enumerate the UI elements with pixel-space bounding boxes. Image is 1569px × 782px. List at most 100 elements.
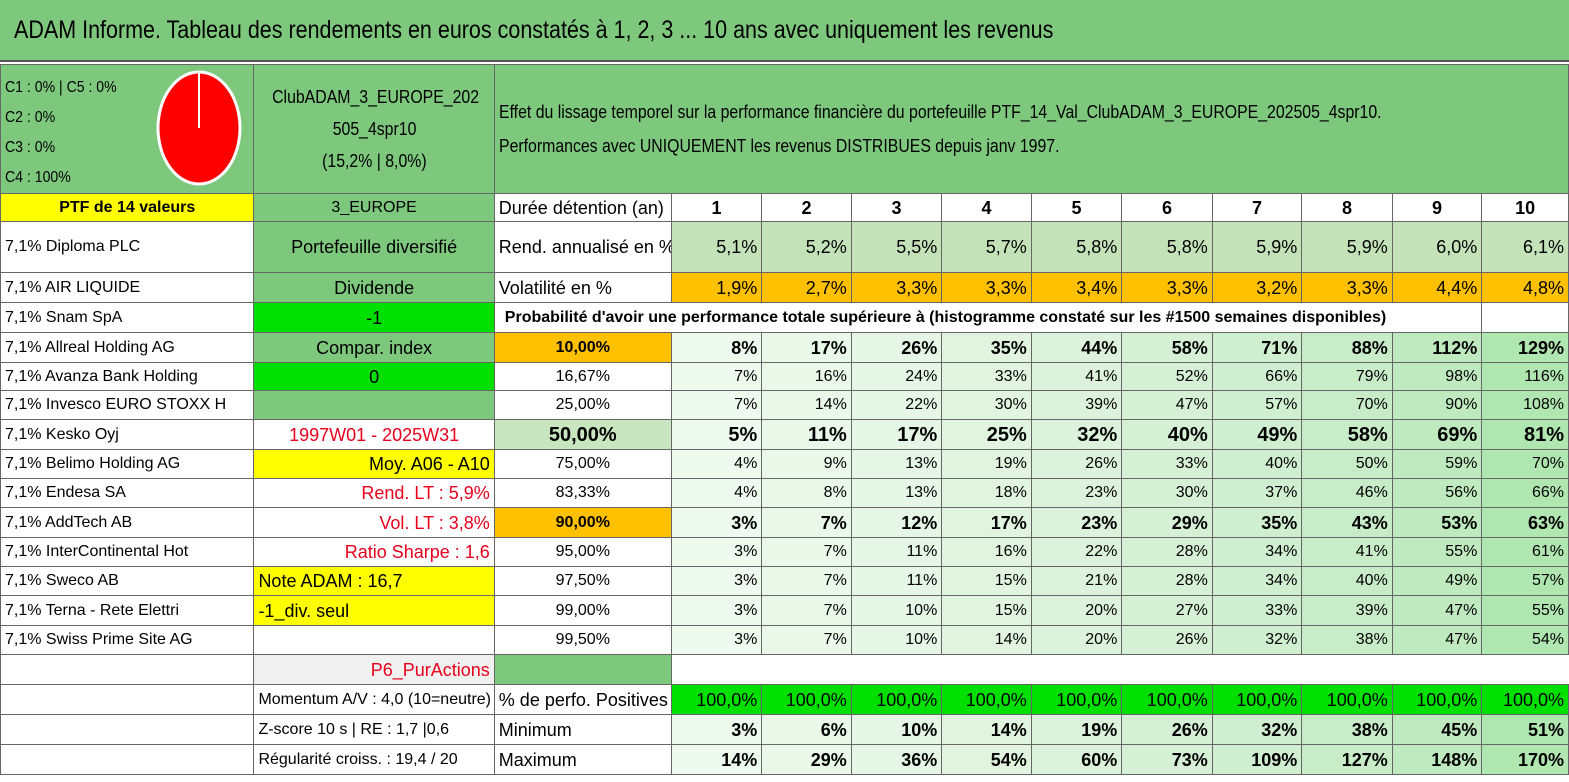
rend-value: 6,1%	[1481, 221, 1569, 273]
quantile-value: 17%	[941, 507, 1032, 538]
quantile-prob: 90,00%	[493, 507, 672, 538]
positives-value: 100,0%	[1030, 684, 1123, 715]
model-label: P6_PurActions	[253, 654, 495, 685]
quantile-value: 32%	[1211, 625, 1303, 655]
info-cell	[253, 390, 495, 420]
positives-value: 100,0%	[1301, 684, 1393, 715]
description-line1: Effet du lissage temporel sur la perform…	[498, 102, 1382, 122]
info-cell: Rend. LT : 5,9%	[253, 478, 495, 508]
class-line: C1 : 0% | C5 : 0%	[5, 79, 117, 96]
holding-name: 7,1% InterContinental Hot	[0, 537, 255, 567]
positives-value: 100,0%	[761, 684, 852, 715]
quantile-value: 40%	[1301, 566, 1393, 596]
quantile-value: 23%	[1030, 507, 1123, 538]
quantile-value: 4%	[670, 478, 763, 508]
year-header: 1	[670, 193, 763, 222]
quantile-value: 55%	[1391, 537, 1483, 567]
class-line: C2 : 0%	[5, 109, 56, 126]
quantile-prob: 16,67%	[493, 362, 672, 391]
holding-name: 7,1% AddTech AB	[0, 507, 255, 538]
year-header: 3	[850, 193, 943, 222]
model-row: P6_PurActions	[0, 654, 1569, 685]
quantile-value: 37%	[1211, 478, 1303, 508]
quantile-value: 58%	[1301, 419, 1393, 450]
quantile-value: 49%	[1211, 419, 1303, 450]
year-header: 6	[1121, 193, 1213, 222]
minimum-value: 51%	[1481, 714, 1569, 745]
header-row: C1 : 0% | C5 : 0% C2 : 0% C3 : 0% C4 : 1…	[0, 64, 1569, 194]
zscore-label: Z-score 10 s | RE : 1,7 |0,6	[253, 714, 495, 745]
quantile-prob: 83,33%	[493, 478, 672, 508]
quantile-value: 17%	[761, 332, 852, 363]
rend-value: 5,2%	[761, 221, 852, 273]
class-line: C3 : 0%	[5, 139, 56, 156]
quantile-value: 10%	[850, 595, 943, 626]
rend-value: 5,9%	[1301, 221, 1393, 273]
holding-row: 7,1% Invesco EURO STOXX H 25,00% 7% 14% 22% 3…	[0, 390, 1569, 420]
quantile-value: 53%	[1391, 507, 1483, 538]
quantile-value: 8%	[761, 478, 852, 508]
vol-value: 3,2%	[1211, 272, 1303, 303]
quantile-value: 26%	[1030, 449, 1123, 479]
quantile-value: 12%	[850, 507, 943, 538]
quantile-value: 27%	[1121, 595, 1213, 626]
maximum-value: 54%	[941, 744, 1032, 775]
quantile-value: 54%	[1481, 625, 1569, 655]
rend-label: Rend. annualisé en %	[493, 221, 672, 273]
quantile-value: 46%	[1301, 478, 1393, 508]
regularite-label: Régularité croiss. : 19,4 / 20	[253, 744, 495, 775]
vol-value: 1,9%	[670, 272, 763, 303]
quantile-value: 22%	[850, 390, 943, 420]
holding-row: 7,1% Diploma PLC Portefeuille diversifié R…	[0, 221, 1569, 273]
quantile-value: 3%	[670, 507, 763, 538]
quantile-value: 59%	[1391, 449, 1483, 479]
quantile-value: 88%	[1301, 332, 1393, 363]
info-cell: Note ADAM : 16,7	[253, 566, 495, 596]
year-header: 7	[1211, 193, 1303, 222]
minimum-value: 19%	[1030, 714, 1123, 745]
minimum-value: 6%	[761, 714, 852, 745]
quantile-value: 79%	[1301, 362, 1393, 391]
quantile-value: 40%	[1121, 419, 1213, 450]
quantile-value: 34%	[1211, 537, 1303, 567]
quantile-value: 7%	[670, 390, 763, 420]
quantile-value: 30%	[941, 390, 1032, 420]
quantile-value: 26%	[1121, 625, 1213, 655]
info-cell: Portefeuille diversifié	[253, 221, 495, 273]
info-cell: Dividende	[253, 272, 495, 303]
quantile-value: 3%	[670, 566, 763, 596]
quantile-value: 7%	[761, 625, 852, 655]
year-header: 10	[1481, 193, 1569, 222]
holding-row: 7,1% Kesko Oyj 1997W01 - 2025W31 50,00% 5% 1…	[0, 419, 1569, 450]
minimum-value: 32%	[1211, 714, 1303, 745]
minimum-label: Minimum	[493, 714, 672, 745]
vol-value: 3,4%	[1030, 272, 1123, 303]
quantile-value: 35%	[1211, 507, 1303, 538]
quantile-prob: 75,00%	[493, 449, 672, 479]
quantile-prob: 97,50%	[493, 566, 672, 596]
info-cell: Moy. A06 - A10	[253, 449, 495, 479]
quantile-value: 56%	[1391, 478, 1483, 508]
quantile-value: 28%	[1121, 537, 1213, 567]
quantile-value: 24%	[850, 362, 943, 391]
quantile-value: 61%	[1481, 537, 1569, 567]
quantile-value: 16%	[761, 362, 852, 391]
year-header: 9	[1391, 193, 1483, 222]
quantile-value: 39%	[1030, 390, 1123, 420]
quantile-value: 41%	[1301, 537, 1393, 567]
quantile-value: 108%	[1481, 390, 1569, 420]
positives-value: 100,0%	[1481, 684, 1569, 715]
quantile-value: 116%	[1481, 362, 1569, 391]
holding-row: 7,1% Belimo Holding AG Moy. A06 - A10 75,0…	[0, 449, 1569, 479]
blank-cell	[0, 714, 255, 745]
holding-name: 7,1% Avanza Bank Holding	[0, 362, 255, 391]
quantile-value: 21%	[1030, 566, 1123, 596]
maximum-value: 14%	[670, 744, 763, 775]
holding-row: 7,1% Terna - Rete Elettri -1_div. seul 99,…	[0, 595, 1569, 626]
quantile-value: 58%	[1121, 332, 1213, 363]
quantile-value: 71%	[1211, 332, 1303, 363]
positives-value: 100,0%	[1391, 684, 1483, 715]
quantile-value: 5%	[670, 419, 763, 450]
fund-name-line1: ClubADAM_3_EUROPE_202	[272, 87, 480, 107]
quantile-value: 112%	[1391, 332, 1483, 363]
